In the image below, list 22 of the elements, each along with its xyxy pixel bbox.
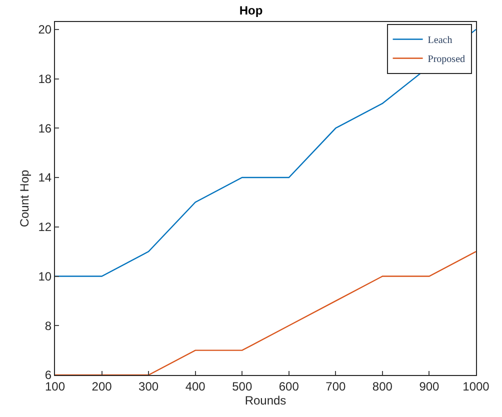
y-tick-label: 8 (44, 318, 52, 333)
x-tick-label: 200 (92, 379, 112, 394)
x-tick-label: 600 (278, 379, 300, 394)
y-tick-label: 18 (38, 72, 52, 86)
y-axis-title: Count Hop (18, 169, 32, 228)
legend-label: Leach (428, 35, 452, 46)
y-tick-label: 20 (38, 22, 52, 37)
y-tick-label: 10 (38, 269, 52, 284)
x-tick-label: 1000 (462, 379, 490, 394)
x-tick-label: 300 (138, 379, 159, 394)
x-tick-label: 500 (232, 379, 252, 394)
legend-label: Proposed (428, 54, 466, 66)
y-tick-label: 16 (38, 121, 52, 136)
x-tick-label: 800 (372, 379, 393, 394)
x-tick-label: 700 (326, 379, 346, 394)
chart-title: Hop (239, 4, 263, 18)
y-tick-label: 14 (38, 170, 52, 185)
x-tick-label: 400 (185, 379, 206, 394)
y-tick-label: 12 (38, 220, 52, 234)
line-series (55, 250, 476, 375)
x-tick-label: 900 (419, 379, 440, 394)
x-axis-title: Rounds (244, 393, 286, 408)
